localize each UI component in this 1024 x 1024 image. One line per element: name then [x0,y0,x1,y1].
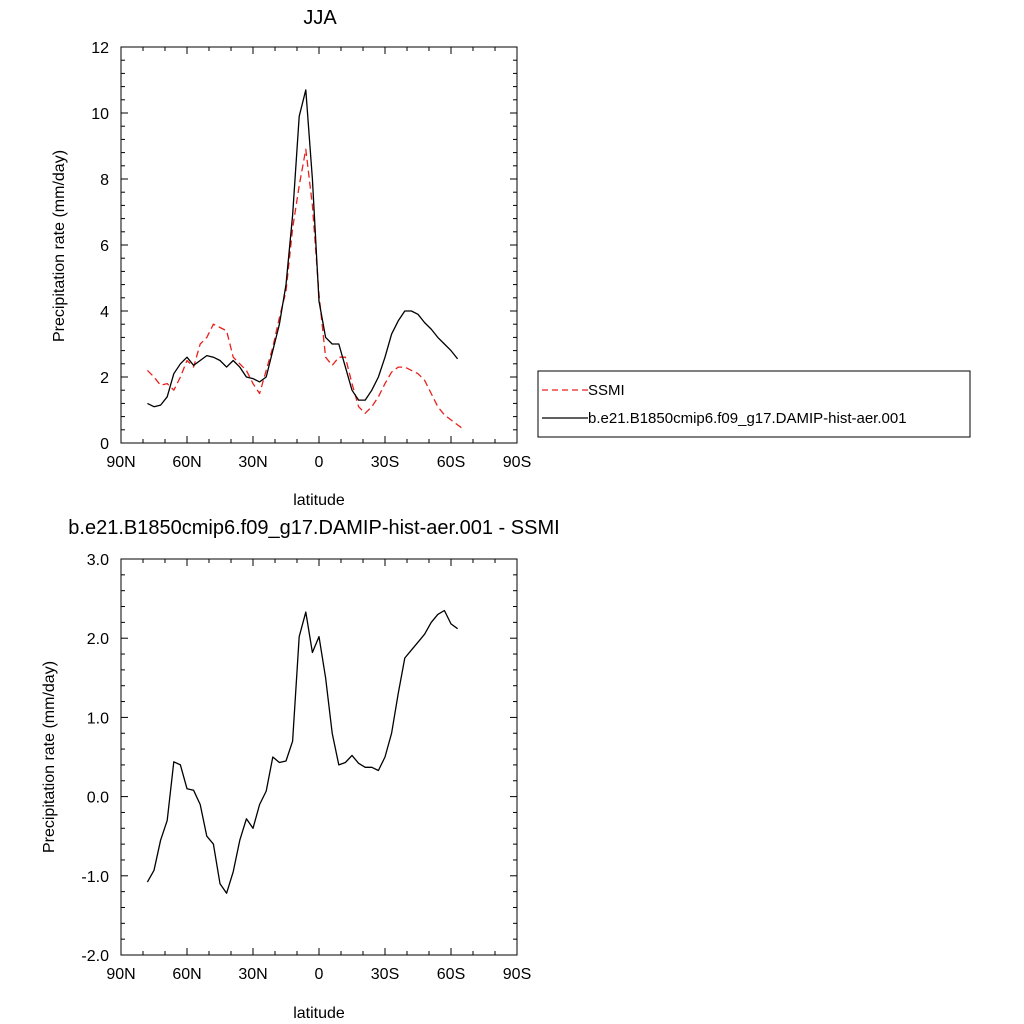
series-line-difference [146,609,458,894]
y-tick-label: 0.0 [87,790,109,807]
x-tick-label: 60S [437,966,465,983]
y-tick-label: -1.0 [81,869,109,886]
plot-area: 90N 60N 30N 0 30S 60S 90S 0 2 4 6 8 10 12 [91,40,531,471]
y-tick-label: 10 [91,106,109,123]
series-line-model [147,89,459,408]
panel-difference: b.e21.B1850cmip6.f09_g17.DAMIP-hist-aer.… [41,517,560,1022]
x-tick-label: 90N [106,454,135,471]
x-tick-label: 90N [106,966,135,983]
legend: SSMI b.e21.B1850cmip6.f09_g17.DAMIP-hist… [537,370,971,438]
y-tick-label: 1.0 [87,710,109,727]
x-tick-label: 60N [172,454,201,471]
legend-label-ssmi: SSMI [588,382,625,399]
y-tick-label: 4 [100,304,109,321]
y-tick-label: 2.0 [87,631,109,648]
x-tick-label: 90S [503,966,531,983]
chart-title: b.e21.B1850cmip6.f09_g17.DAMIP-hist-aer.… [68,517,559,539]
x-tick-label: 30S [371,966,399,983]
chart-title: JJA [303,7,337,29]
y-axis-label: Precipitation rate (mm/day) [41,661,58,853]
y-tick-label: 6 [100,238,109,255]
plot-frame [120,46,518,444]
y-tick-label: 8 [100,172,109,189]
x-tick-label: 30N [238,454,267,471]
panel-jja: JJA 90N 60N 30N 0 30S 60S 90S 0 2 4 6 8 10 12 latitud… [51,7,971,509]
y-axis-label: Precipitation rate (mm/day) [51,150,68,342]
x-tick-label: 60N [172,966,201,983]
y-tick-label: 12 [91,40,109,57]
y-tick-label: -2.0 [81,948,109,965]
x-tick-label: 90S [503,454,531,471]
plot-area: 90N 60N 30N 0 30S 60S 90S -2.0 -1.0 0.0 1.0 2.0 3.0 [81,552,531,983]
x-axis-label: latitude [293,1005,345,1022]
x-tick-label: 60S [437,454,465,471]
x-axis-label: latitude [293,492,345,509]
series-line-ssmi [146,148,465,431]
x-tick-label: 30N [238,966,267,983]
y-tick-label: 0 [100,436,109,453]
y-tick-label: 2 [100,370,109,387]
x-tick-label: 30S [371,454,399,471]
plot-frame [120,558,518,956]
x-tick-label: 0 [315,966,324,983]
legend-label-model: b.e21.B1850cmip6.f09_g17.DAMIP-hist-aer.… [588,410,907,427]
x-tick-label: 0 [315,454,324,471]
y-tick-label: 3.0 [87,552,109,569]
legend-box [537,370,971,438]
